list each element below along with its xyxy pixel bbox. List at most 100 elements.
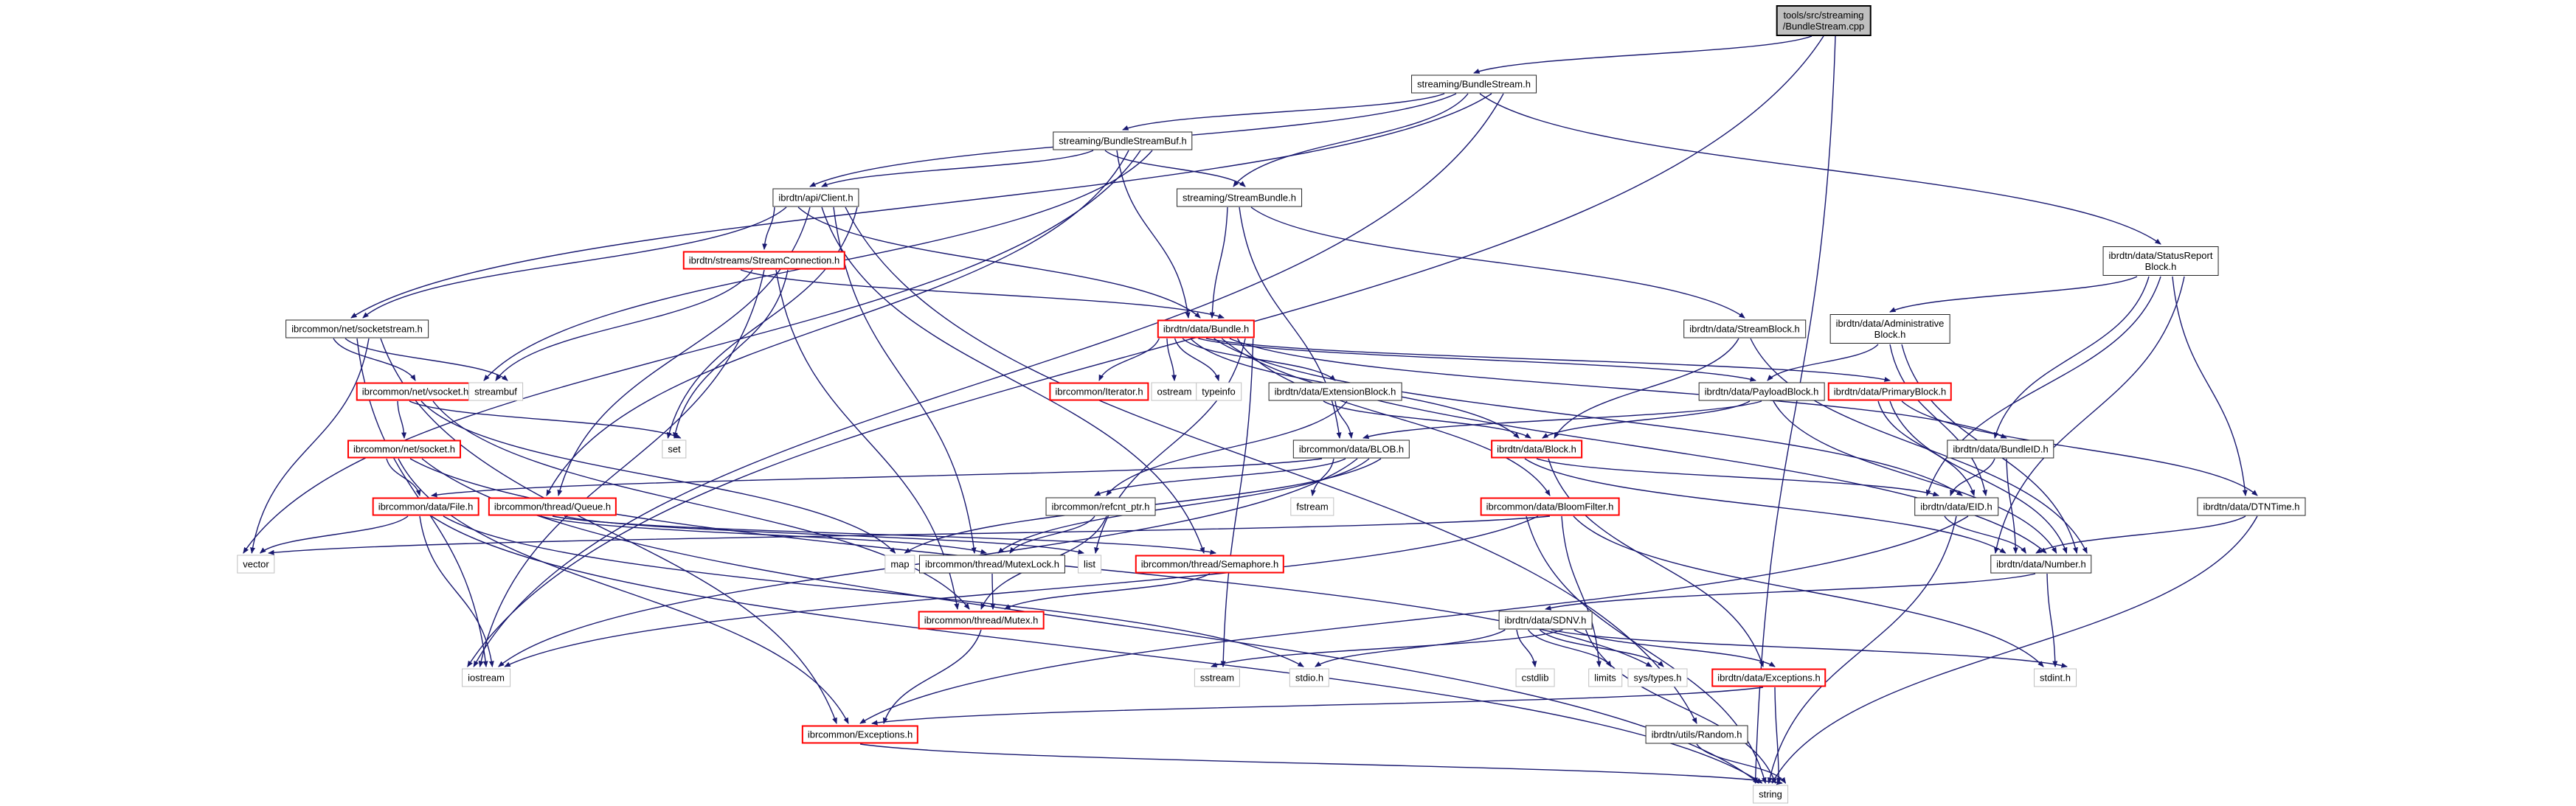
- include-edge-vsocket-set: [409, 400, 682, 439]
- graph-node-map: map: [884, 555, 915, 574]
- edge-group: [243, 35, 2258, 785]
- graph-node-vsocket[interactable]: ibrcommon/net/vsocket.h: [356, 382, 475, 401]
- include-edge-block_h-data_exceptions: [1548, 458, 1765, 667]
- graph-node-fstream: fstream: [1290, 497, 1334, 516]
- graph-node-statusreport[interactable]: ibrdtn/data/StatusReport Block.h: [2102, 246, 2219, 276]
- include-edge-bundlestreambuf_h-streambundle_h: [1104, 150, 1246, 187]
- include-edge-queue_h-mutexlock: [540, 515, 987, 555]
- graph-node-refcnt[interactable]: ibrcommon/refcnt_ptr.h: [1045, 497, 1156, 516]
- include-edge-bundle_h-bloomfilter: [1236, 338, 1551, 496]
- include-edge-payloadblock-blob_h: [1363, 400, 1762, 440]
- graph-node-primaryblock[interactable]: ibrdtn/data/PrimaryBlock.h: [1827, 382, 1953, 401]
- graph-node-label: stdio.h: [1295, 672, 1324, 684]
- graph-node-random_h[interactable]: ibrdtn/utils/Random.h: [1645, 725, 1748, 744]
- include-edge-number_h-sdnv_h: [1545, 573, 2036, 611]
- graph-node-label-line2: /BundleStream.cpp: [1782, 21, 1865, 32]
- graph-node-sstream: sstream: [1194, 668, 1241, 687]
- graph-node-dtntime[interactable]: ibrdtn/data/DTNTime.h: [2197, 497, 2306, 516]
- include-edge-sdnv_h-sys_types: [1539, 629, 1664, 667]
- graph-node-iterator[interactable]: ibrcommon/Iterator.h: [1049, 382, 1149, 401]
- graph-node-extensionblock[interactable]: ibrdtn/data/ExtensionBlock.h: [1268, 382, 1402, 401]
- include-edge-streambundle_h-bundle_h: [1209, 206, 1228, 319]
- include-edge-socketstream-streambuf: [344, 338, 508, 381]
- graph-node-bloomfilter[interactable]: ibrcommon/data/BloomFilter.h: [1480, 497, 1620, 516]
- graph-node-label: ibrdtn/data/EID.h: [1920, 501, 1992, 513]
- graph-node-eid_h[interactable]: ibrdtn/data/EID.h: [1914, 497, 1998, 516]
- include-edge-sdnv_h-data_exceptions: [1573, 629, 1776, 667]
- include-edge-bundle_h-typeinfo: [1174, 338, 1220, 381]
- include-edge-bundleid-number_h: [2006, 458, 2018, 554]
- graph-node-label: ibrdtn/data/ExtensionBlock.h: [1274, 386, 1396, 397]
- graph-node-label: ibrdtn/data/Bundle.h: [1163, 323, 1250, 335]
- include-edge-bundlestream_h-statusreport: [1479, 93, 2161, 245]
- include-edge-extensionblock-refcnt: [1106, 400, 1348, 496]
- include-edge-client_h-bundle_h: [797, 206, 1201, 319]
- include-edge-statusreport-number_h: [1993, 276, 2185, 554]
- graph-node-label: ibrcommon/net/socket.h: [353, 443, 456, 455]
- graph-node-block_h[interactable]: ibrdtn/data/Block.h: [1491, 440, 1582, 459]
- graph-node-client_h[interactable]: ibrdtn/api/Client.h: [772, 188, 859, 207]
- graph-node-label-line2: Block.h: [2144, 261, 2177, 272]
- graph-node-file_h[interactable]: ibrcommon/data/File.h: [372, 497, 479, 516]
- graph-node-bundlestreambuf_h[interactable]: streaming/BundleStreamBuf.h: [1053, 131, 1193, 150]
- graph-node-mutexlock[interactable]: ibrcommon/thread/MutexLock.h: [918, 555, 1066, 574]
- graph-node-label: streaming/BundleStreamBuf.h: [1059, 135, 1187, 147]
- include-edge-file_h-string: [431, 515, 1763, 784]
- graph-node-stdint_h: stdint.h: [2034, 668, 2077, 687]
- include-edge-bundle_h-sstream: [1220, 338, 1254, 667]
- include-edge-primaryblock-number_h: [1889, 400, 2068, 554]
- graph-node-streambundle_h[interactable]: streaming/StreamBundle.h: [1177, 188, 1302, 207]
- include-edge-data_exceptions-ibrcommon_exceptions: [871, 687, 1764, 726]
- graph-node-iostream: iostream: [462, 668, 510, 687]
- include-edge-streamblock-number_h: [1750, 338, 2088, 554]
- graph-node-label: ibrdtn/data/PayloadBlock.h: [1704, 386, 1819, 397]
- include-edge-bundle_h-iterator: [1098, 338, 1160, 381]
- graph-node-bundlestream_h[interactable]: streaming/BundleStream.h: [1411, 74, 1537, 94]
- graph-node-label: ibrdtn/data/Administrative: [1835, 318, 1945, 329]
- graph-node-label: ibrdtn/data/Exceptions.h: [1717, 672, 1821, 684]
- include-edge-socketstream-vsocket: [333, 338, 416, 381]
- include-edge-vsocket-map: [420, 400, 896, 554]
- include-edge-payloadblock-block_h: [1542, 400, 1751, 439]
- graph-node-label: cstdlib: [1521, 672, 1549, 684]
- graph-node-cpp: tools/src/streaming/BundleStream.cpp: [1776, 5, 1872, 36]
- include-edge-mutexlock-mutex_h: [990, 573, 996, 610]
- graph-node-socket_h[interactable]: ibrcommon/net/socket.h: [347, 440, 462, 459]
- graph-node-number_h[interactable]: ibrdtn/data/Number.h: [1990, 555, 2092, 574]
- graph-node-label: ibrdtn/streams/StreamConnection.h: [688, 254, 840, 266]
- graph-node-queue_h[interactable]: ibrcommon/thread/Queue.h: [488, 497, 617, 516]
- include-edge-bundlestream_h-bundlestreambuf_h: [1122, 93, 1445, 131]
- include-edge-socket_h-file_h: [386, 458, 421, 496]
- include-edge-bloomfilter-vector: [268, 515, 1551, 555]
- graph-node-mutex_h[interactable]: ibrcommon/thread/Mutex.h: [918, 611, 1045, 630]
- graph-node-ibrcommon_exceptions[interactable]: ibrcommon/Exceptions.h: [801, 725, 919, 744]
- include-edge-adminblock-payloadblock: [1767, 344, 1879, 381]
- graph-node-label: sstream: [1199, 672, 1235, 684]
- include-edge-client_h-socketstream: [362, 206, 787, 319]
- graph-node-streamconnection[interactable]: ibrdtn/streams/StreamConnection.h: [682, 251, 846, 270]
- graph-node-adminblock[interactable]: ibrdtn/data/Administrative Block.h: [1829, 314, 1950, 344]
- graph-node-sdnv_h[interactable]: ibrdtn/data/SDNV.h: [1498, 611, 1593, 630]
- graph-node-socketstream[interactable]: ibrcommon/net/socketstream.h: [285, 319, 429, 338]
- graph-node-bundle_h[interactable]: ibrdtn/data/Bundle.h: [1157, 319, 1256, 338]
- graph-node-payloadblock[interactable]: ibrdtn/data/PayloadBlock.h: [1698, 382, 1825, 401]
- graph-node-label: ibrcommon/net/vsocket.h: [361, 386, 469, 397]
- include-edge-file_h-stdio_h: [443, 515, 1304, 667]
- graph-node-streamblock[interactable]: ibrdtn/data/StreamBlock.h: [1683, 319, 1806, 338]
- graph-node-set: set: [662, 440, 687, 459]
- graph-node-label: map: [890, 558, 910, 570]
- include-edge-file_h-vector: [259, 515, 409, 554]
- graph-node-semaphore[interactable]: ibrcommon/thread/Semaphore.h: [1135, 555, 1285, 574]
- graph-node-label: string: [1759, 788, 1782, 800]
- include-edge-client_h-semaphore: [821, 206, 1205, 554]
- graph-node-label: ibrdtn/data/BundleID.h: [1953, 443, 2049, 455]
- include-edge-sdnv_h-stdint_h: [1551, 629, 2068, 668]
- include-edge-client_h-streamconnection: [762, 206, 775, 250]
- graph-node-bundleid[interactable]: ibrdtn/data/BundleID.h: [1947, 440, 2054, 459]
- graph-node-blob_h[interactable]: ibrcommon/data/BLOB.h: [1292, 440, 1410, 459]
- graph-node-data_exceptions[interactable]: ibrdtn/data/Exceptions.h: [1711, 668, 1827, 687]
- include-edge-streamconnection-iostream: [478, 269, 765, 667]
- include-edge-extensionblock-block_h: [1323, 400, 1531, 439]
- graph-node-label: set: [668, 443, 681, 455]
